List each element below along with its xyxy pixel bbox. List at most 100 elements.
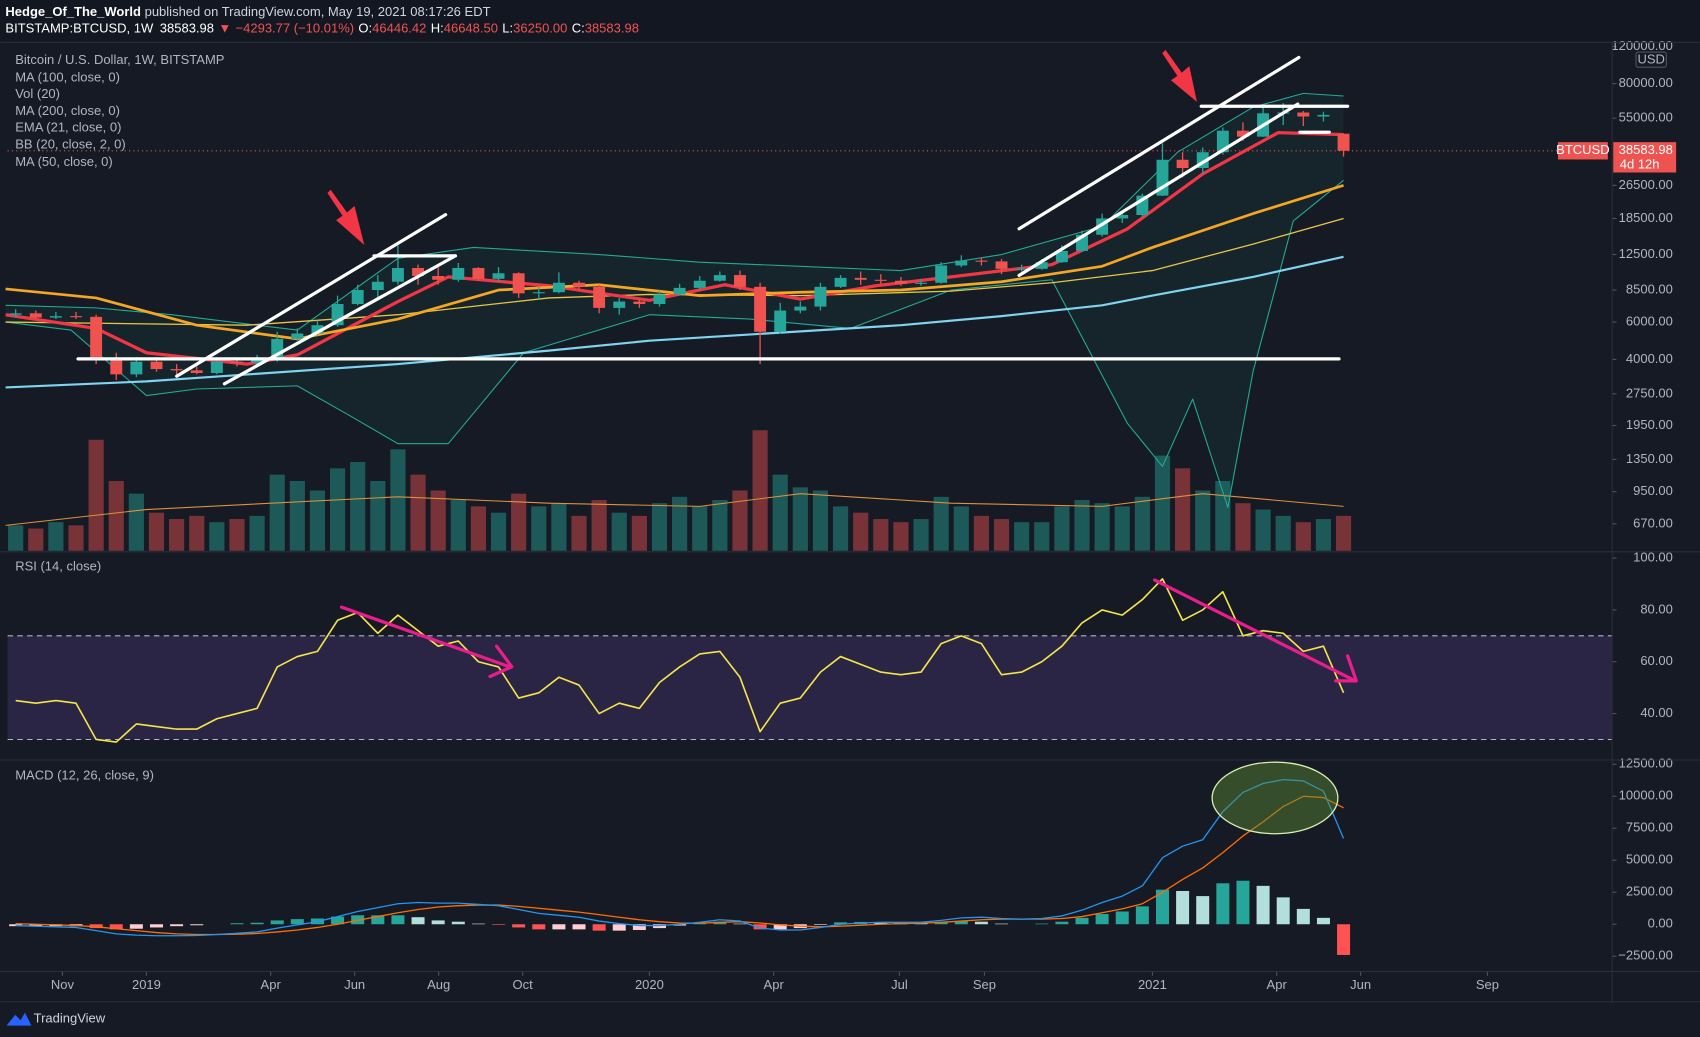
candle-body xyxy=(1015,268,1028,270)
histogram-bar xyxy=(29,924,43,927)
histogram-bar xyxy=(250,922,264,925)
candle-body xyxy=(1176,159,1189,169)
candle-body xyxy=(593,286,606,308)
x-tick-label: Apr xyxy=(261,977,282,992)
price-tag-value: 38583.98 xyxy=(1619,142,1673,157)
ohlc-value: 36250.00 xyxy=(513,21,567,36)
volume-bar xyxy=(511,493,527,551)
candle-body xyxy=(351,290,364,305)
candle-body xyxy=(391,267,404,282)
histogram-bar xyxy=(492,924,506,925)
arrow xyxy=(327,189,365,246)
volume-bar xyxy=(1034,522,1050,551)
histogram-bar xyxy=(632,924,646,931)
candle-body xyxy=(1337,133,1350,151)
histogram-bar xyxy=(934,922,948,925)
arrow xyxy=(1153,578,1358,683)
ohlc-value: 38583.98 xyxy=(585,21,639,36)
histogram-bar xyxy=(995,923,1009,925)
candle-body xyxy=(291,333,304,339)
volume-bar xyxy=(269,474,285,551)
volume-bar xyxy=(1014,522,1030,551)
volume-bar xyxy=(1295,522,1311,551)
candle-body xyxy=(492,273,505,279)
volume-bar xyxy=(692,506,708,551)
volume-bar xyxy=(1074,500,1090,551)
candle-body xyxy=(673,287,686,295)
volume-bar xyxy=(873,519,889,551)
histogram-bar xyxy=(1115,911,1129,925)
candle-body xyxy=(613,301,626,308)
y-tick-label: 1350.00 xyxy=(1626,451,1673,466)
y-tick-label: 8500.00 xyxy=(1626,281,1673,296)
price-tag-symbol: BTCUSD xyxy=(1556,142,1609,157)
rsi-line xyxy=(15,578,1345,743)
volume-bar xyxy=(1154,455,1171,551)
volume-bar xyxy=(591,500,607,551)
y-tick-label: 18500.00 xyxy=(1619,210,1673,225)
volume-bar xyxy=(672,496,688,551)
x-tick-label: 2020 xyxy=(635,977,664,992)
macd-line xyxy=(15,778,1345,937)
header-bar xyxy=(0,0,1700,42)
candle-body xyxy=(552,282,565,293)
histogram-bar xyxy=(532,924,546,930)
volume-bar xyxy=(651,503,668,551)
volume-bar xyxy=(289,480,305,551)
volume-bar xyxy=(148,512,165,551)
candle-body xyxy=(432,275,445,280)
y-tick-label: 55000.00 xyxy=(1619,110,1673,125)
y-tick-label: 12500.00 xyxy=(1619,246,1673,261)
candle-body xyxy=(1156,159,1169,196)
ohlc-prefix: H: xyxy=(431,21,444,36)
volume-bar xyxy=(28,528,44,551)
volume-bar xyxy=(1114,506,1130,551)
legend-entry: BB (20, close, 2, 0) xyxy=(15,137,126,152)
symbol-line: BITSTAMP:BTCUSD, 1W 38583.98 ▼ −4293.77 (−1… xyxy=(5,21,639,36)
legend-title: Bitcoin / U.S. Dollar, 1W, BITSTAMP xyxy=(15,52,224,67)
candle-body xyxy=(1297,112,1310,117)
y-tick-label: 6000.00 xyxy=(1626,314,1673,329)
x-tick-label: Sep xyxy=(1476,977,1499,992)
x-tick-label: Jun xyxy=(344,977,365,992)
histogram-bar xyxy=(451,921,465,925)
histogram-bar xyxy=(270,920,284,925)
histogram-bar xyxy=(612,924,626,931)
candle-body xyxy=(512,273,525,294)
candle-body xyxy=(1317,114,1330,117)
candle-body xyxy=(190,370,203,374)
candle-body xyxy=(49,316,62,318)
volume-ma xyxy=(5,493,1344,526)
candle-body xyxy=(935,265,948,283)
x-tick-label: Jul xyxy=(891,977,908,992)
volume-bar xyxy=(812,490,829,551)
histogram-bar xyxy=(129,924,143,929)
histogram-bar xyxy=(391,915,405,925)
band-lower xyxy=(5,179,1344,509)
volume-bar xyxy=(189,515,205,551)
volume-bar xyxy=(430,490,446,551)
y-tick-label: 40.00 xyxy=(1640,705,1673,720)
y-tick-label: 0.00 xyxy=(1648,916,1673,931)
volume-bar xyxy=(108,480,124,551)
volume-bar xyxy=(712,500,728,551)
candle-body xyxy=(955,260,968,266)
level-band xyxy=(7,635,1613,740)
histogram-bar xyxy=(813,924,827,925)
ohlc-value: 46446.42 xyxy=(372,21,426,36)
ohlc-value: 46648.50 xyxy=(444,21,498,36)
band-upper xyxy=(5,92,1344,331)
histogram-bar xyxy=(1135,906,1149,925)
volume-bar xyxy=(1215,480,1231,551)
signal-line xyxy=(15,795,1344,936)
histogram-bar xyxy=(371,915,385,925)
y-tick-label: 4000.00 xyxy=(1626,351,1673,366)
currency-box xyxy=(1635,51,1667,68)
x-tick-label: Sep xyxy=(973,977,996,992)
x-tick-label: Jun xyxy=(1350,977,1371,992)
ohlc-prefix: C: xyxy=(572,21,585,36)
histogram-bar xyxy=(1035,923,1049,925)
volume-bar xyxy=(1195,490,1211,551)
symbol: BITSTAMP:BTCUSD, 1W xyxy=(5,21,154,36)
